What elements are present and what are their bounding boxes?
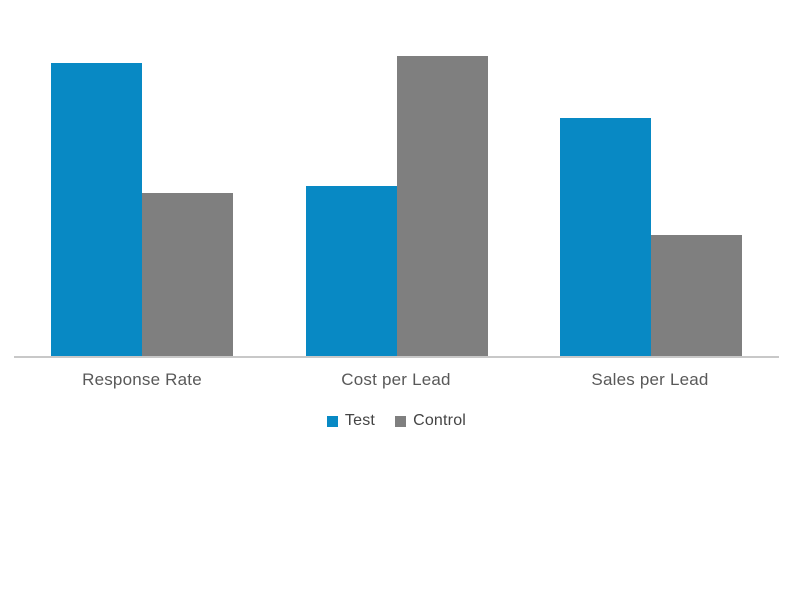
x-axis-line	[14, 356, 779, 358]
legend-swatch-control-icon	[395, 415, 407, 427]
legend-item-test: Test	[326, 412, 376, 430]
legend-item-control: Control	[395, 412, 466, 430]
legend: Test Control	[14, 412, 779, 430]
bar-test-response-rate	[51, 62, 142, 356]
category-label-cost-per-lead: Cost per Lead	[341, 370, 451, 389]
category-label-response-rate: Response Rate	[82, 370, 202, 389]
category-label-sales-per-lead: Sales per Lead	[591, 370, 709, 389]
bar-test-sales-per-lead	[559, 118, 651, 356]
legend-label-control: Control	[413, 412, 467, 429]
legend-label-test: Test	[344, 412, 376, 429]
bar-control-cost-per-lead	[396, 56, 488, 356]
bar-control-response-rate	[142, 193, 233, 356]
bar-test-cost-per-lead	[305, 186, 397, 356]
bar-control-sales-per-lead	[650, 235, 742, 356]
legend-swatch-test-icon	[326, 415, 338, 427]
